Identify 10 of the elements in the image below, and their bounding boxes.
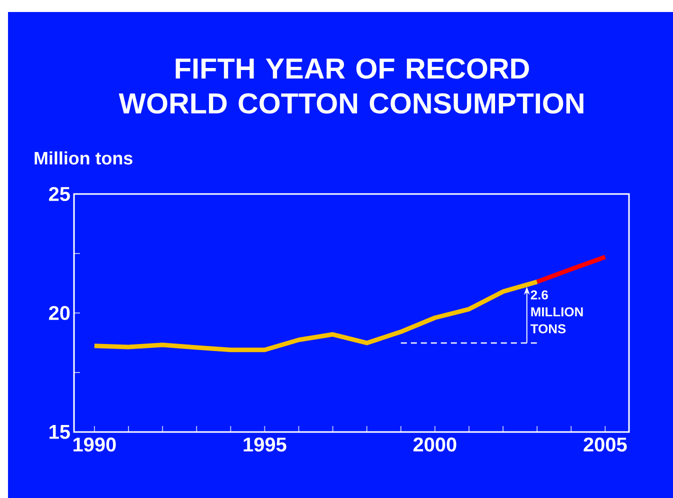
x-tick-label: 2005: [584, 438, 627, 452]
x-tick-label: 1990: [74, 438, 116, 452]
x-tick-label: 1995: [244, 438, 286, 452]
y-tick-label: 15: [50, 425, 70, 439]
y-tick-label: 25: [49, 186, 70, 202]
chart-title: FIFTH YEAR OF RECORD WORLD COTTON CONSUMPTION: [118, 58, 584, 114]
y-tick-label: 20: [49, 306, 70, 320]
x-tick-label: 2000: [413, 438, 456, 452]
annotation: 2.6 MILLION TONS: [530, 290, 583, 334]
y-axis-title: Million tons: [34, 151, 132, 165]
